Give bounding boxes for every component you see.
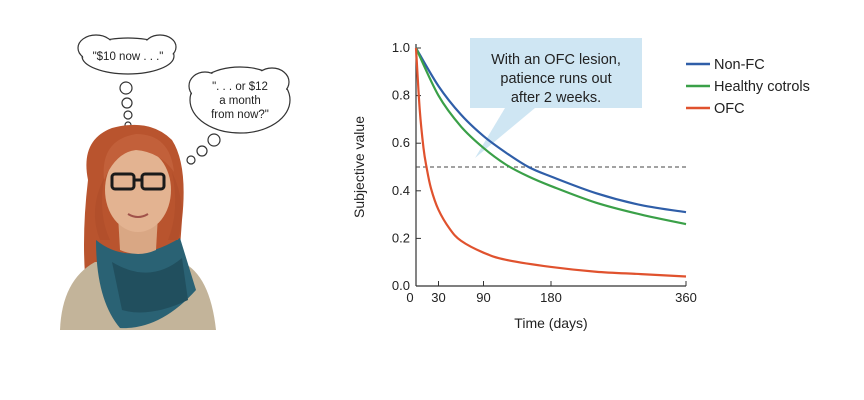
series-line-non-fc [415,47,687,214]
series-line-healthy-cotrols [415,47,687,226]
callout-text: With an OFC lesion, patience runs out afte… [491,52,621,106]
axes: 0.0 0.2 0.4 0.6 0.8 1.0 0 30 90 180 360 Time (days)… [351,40,697,331]
y-tick-label: 1.0 [392,40,410,55]
y-tick-label: 0.2 [392,230,410,245]
series-line-ofc [414,47,687,278]
y-tick-label: 0.8 [392,88,410,103]
x-tick-label: 180 [540,290,562,305]
x-tick-label: 30 [431,290,445,305]
callout-line: With an OFC lesion, [491,52,621,68]
x-tick-label: 0 [406,290,413,305]
y-tick-label: 0.4 [392,183,410,198]
thinking-person-illustration: "$10 now . . ." ". . . or $12 a month fr… [60,34,291,330]
x-axis-title: Time (days) [514,315,587,331]
legend-label-non-fc: Non-FC [714,57,765,73]
x-tick-label: 90 [476,290,490,305]
thought-first-text: "$10 now . . ." [93,51,164,63]
legend-label-healthy-cotrols: Healthy cotrols [714,79,810,95]
discounting-chart: With an OFC lesion, patience runs out afte… [351,38,810,331]
legend-label-ofc: OFC [714,101,745,117]
x-tick-label: 360 [675,290,697,305]
thought-bubble-first: "$10 now . . ." [77,34,177,129]
person [60,124,216,330]
legend: Non-FC Healthy cotrols OFC [686,57,810,117]
thought-second-line-2: a month [219,95,261,107]
thought-second-line-3: from now?" [211,109,269,121]
y-tick-label: 0.0 [392,278,410,293]
callout-line: after 2 weeks. [511,90,601,106]
y-axis-title: Subjective value [351,116,367,218]
callout-line: patience runs out [500,71,611,87]
plot-lines [414,47,687,278]
thought-bubble-second: ". . . or $12 a month from now?" [186,66,291,165]
thought-second-line-1: ". . . or $12 [212,81,268,93]
callout-box: With an OFC lesion, patience runs out afte… [470,38,642,158]
y-tick-label: 0.6 [392,135,410,150]
